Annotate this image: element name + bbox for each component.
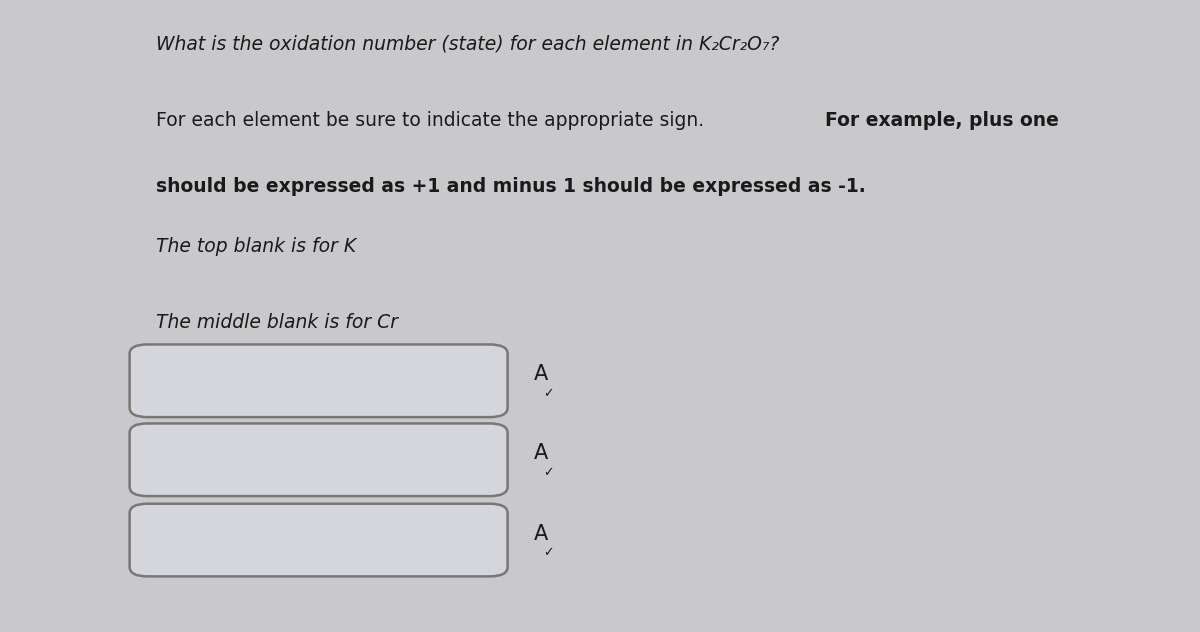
FancyBboxPatch shape: [130, 504, 508, 576]
Text: ✓: ✓: [544, 466, 554, 479]
FancyBboxPatch shape: [130, 344, 508, 417]
Text: ✓: ✓: [544, 546, 554, 559]
Text: A: A: [534, 524, 548, 544]
Text: should be expressed as +1 and minus 1 should be expressed as -1.: should be expressed as +1 and minus 1 sh…: [156, 177, 865, 196]
Text: For each element be sure to indicate the appropriate sign.: For each element be sure to indicate the…: [156, 111, 710, 130]
Text: A: A: [534, 444, 548, 463]
Text: The top blank is for K: The top blank is for K: [156, 237, 356, 256]
Text: A: A: [534, 365, 548, 384]
Text: The middle blank is for Cr: The middle blank is for Cr: [156, 313, 398, 332]
Text: The bottom blank is for O: The bottom blank is for O: [156, 389, 396, 408]
Text: For example, plus one: For example, plus one: [826, 111, 1058, 130]
Text: ✓: ✓: [544, 387, 554, 400]
Text: What is the oxidation number (state) for each element in K₂Cr₂O₇?: What is the oxidation number (state) for…: [156, 35, 779, 54]
FancyBboxPatch shape: [130, 423, 508, 496]
